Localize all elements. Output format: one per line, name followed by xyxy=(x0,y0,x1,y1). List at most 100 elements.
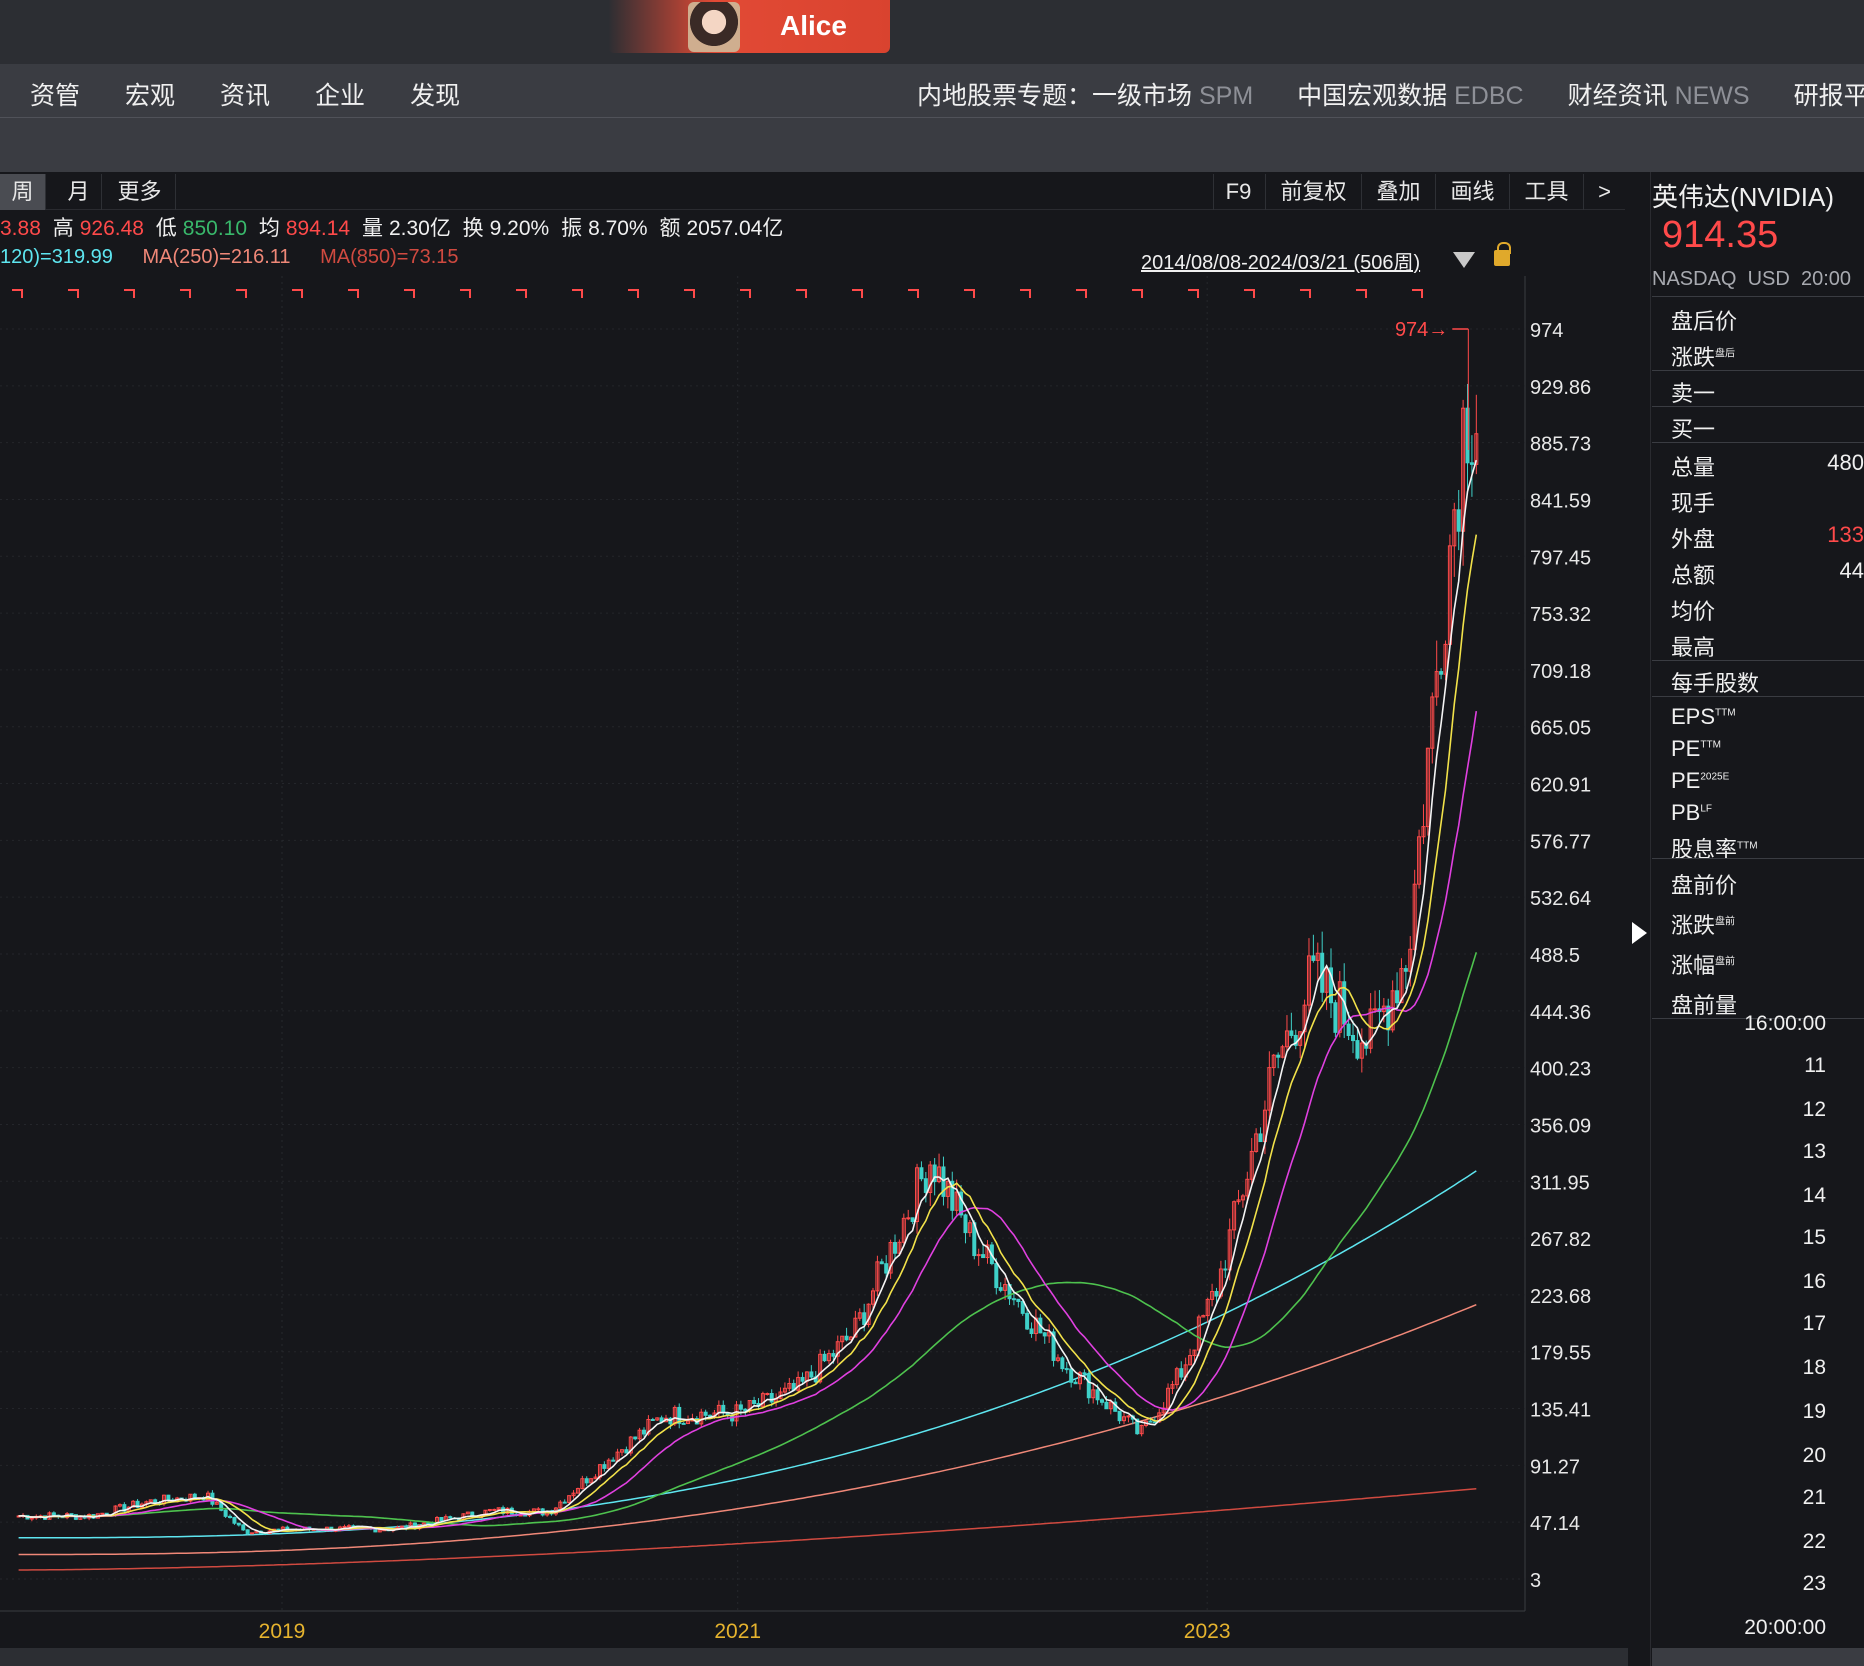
candle-body xyxy=(919,1167,924,1180)
nav-link-news[interactable]: 财经资讯 NEWS xyxy=(1568,76,1750,112)
panel-divider xyxy=(1652,296,1864,297)
candlestick-chart[interactable]: 974 929.86 885.73 841.59 797.45 753.32 709.18 6… xyxy=(0,276,1625,1646)
tab-more[interactable]: 更多 xyxy=(104,174,176,210)
exchange: NASDAQ xyxy=(1652,268,1737,290)
field-label-sup: TTM xyxy=(1700,739,1721,751)
nav-link-research[interactable]: 研报平 xyxy=(1794,76,1864,112)
lock-icon[interactable] xyxy=(1494,242,1511,266)
candle-body xyxy=(1232,1201,1237,1231)
field-value: 480 xyxy=(1827,450,1864,475)
candle-body xyxy=(677,1406,682,1424)
field-row: 现手 xyxy=(1652,482,1864,516)
candle-body xyxy=(1368,1008,1373,1049)
candle-body xyxy=(915,1167,920,1222)
candle-body xyxy=(1077,1372,1082,1385)
candle-body xyxy=(1051,1331,1056,1361)
candle-body xyxy=(1324,967,1329,993)
panel-divider xyxy=(1652,1018,1864,1019)
adjust-button[interactable]: 前复权 xyxy=(1265,174,1361,210)
nav-item-news[interactable]: 资讯 xyxy=(220,82,271,110)
candle-body xyxy=(232,1517,237,1524)
dividend-marker xyxy=(1020,289,1031,298)
candle-body xyxy=(1421,826,1426,838)
ma850-value: MA(850)=73.15 xyxy=(320,246,459,268)
ma850-line xyxy=(18,1487,1477,1571)
candle-body xyxy=(888,1242,893,1274)
candle-body xyxy=(1086,1373,1091,1399)
dividend-marker xyxy=(460,289,471,298)
nav-link-spm[interactable]: 内地股票专题：一级市场 SPM xyxy=(917,76,1253,112)
nav-link-edbc[interactable]: 中国宏观数据 EDBC xyxy=(1297,76,1523,112)
y-tick-label: 885.73 xyxy=(1530,434,1591,456)
field-row: PETTM xyxy=(1652,732,1864,766)
draw-button[interactable]: 画线 xyxy=(1435,174,1509,210)
tab-week[interactable]: 周 xyxy=(0,174,46,210)
candle-body xyxy=(148,1499,153,1503)
time-tick: 23 xyxy=(1802,1572,1826,1595)
nav-item-asset-mgmt[interactable]: 资管 xyxy=(30,82,81,110)
nav-link-edbc-cn: 中国宏观数据 xyxy=(1297,82,1448,110)
overlay-button[interactable]: 叠加 xyxy=(1361,174,1435,210)
field-row: 均价 xyxy=(1652,590,1864,624)
candle-body xyxy=(1126,1415,1131,1418)
candle-body xyxy=(1386,1005,1391,1031)
candle-body xyxy=(941,1166,946,1197)
dividend-marker xyxy=(1356,289,1367,298)
field-label: 买一 xyxy=(1671,417,1716,442)
candle-body xyxy=(738,1404,743,1410)
range-dropdown-icon[interactable] xyxy=(1453,252,1475,268)
dividend-marker xyxy=(1300,289,1311,298)
play-icon[interactable] xyxy=(1632,922,1647,944)
candle-body xyxy=(650,1419,655,1422)
candle-body xyxy=(981,1254,986,1259)
tab-month[interactable]: 月 xyxy=(56,174,102,210)
candle-body xyxy=(875,1261,880,1292)
candle-body xyxy=(1452,509,1457,547)
candle-body xyxy=(1474,433,1479,465)
candle-body xyxy=(928,1164,933,1193)
ma20-line xyxy=(18,710,1478,1532)
expand-button[interactable]: > xyxy=(1583,174,1625,210)
candle-body xyxy=(1179,1368,1184,1378)
panel-divider xyxy=(1652,442,1864,443)
candle-body xyxy=(800,1376,805,1382)
candle-body xyxy=(536,1508,541,1511)
field-label-sup: TTM xyxy=(1737,840,1758,852)
candle-body xyxy=(558,1501,563,1509)
dividend-marker xyxy=(1076,289,1087,298)
nav-item-macro[interactable]: 宏观 xyxy=(125,82,176,110)
field-label: PE2025E xyxy=(1671,768,1730,793)
date-range-label[interactable]: 2014/08/08-2024/03/21 (506周) xyxy=(1141,252,1421,274)
candle-body xyxy=(1425,747,1430,828)
field-label: 总额 xyxy=(1671,563,1716,588)
candle-body xyxy=(857,1312,862,1319)
avatar[interactable] xyxy=(688,2,740,52)
candle-body xyxy=(1148,1420,1153,1423)
sub-bar xyxy=(0,118,1864,172)
time-tick: 16 xyxy=(1802,1270,1826,1293)
candle-body xyxy=(1439,671,1444,675)
panel-divider xyxy=(1652,660,1864,661)
nav-item-company[interactable]: 企业 xyxy=(315,82,366,110)
field-row: 盘前价 xyxy=(1652,864,1864,898)
candle-body xyxy=(241,1524,246,1531)
candle-body xyxy=(765,1393,770,1396)
bottom-scrollbar[interactable] xyxy=(0,1648,1628,1666)
currency: USD xyxy=(1747,268,1790,290)
user-banner[interactable]: Alice xyxy=(608,0,890,53)
field-row: 外盘 133 xyxy=(1652,518,1864,552)
field-label: 盘前量 xyxy=(1671,993,1738,1018)
quote-high: 926.48 xyxy=(79,217,144,240)
candle-body xyxy=(1064,1368,1069,1371)
y-tick-label: 91.27 xyxy=(1530,1456,1580,1478)
candle-body xyxy=(1069,1368,1074,1383)
y-tick-label: 620.91 xyxy=(1530,775,1591,797)
f9-button[interactable]: F9 xyxy=(1213,174,1263,210)
candle-body xyxy=(893,1242,898,1254)
candle-body xyxy=(575,1488,580,1494)
field-label: 盘前价 xyxy=(1671,873,1738,898)
candle-body xyxy=(923,1178,928,1193)
field-label: 外盘 xyxy=(1671,527,1716,552)
tools-button[interactable]: 工具 xyxy=(1509,174,1583,210)
nav-item-discover[interactable]: 发现 xyxy=(410,82,461,110)
